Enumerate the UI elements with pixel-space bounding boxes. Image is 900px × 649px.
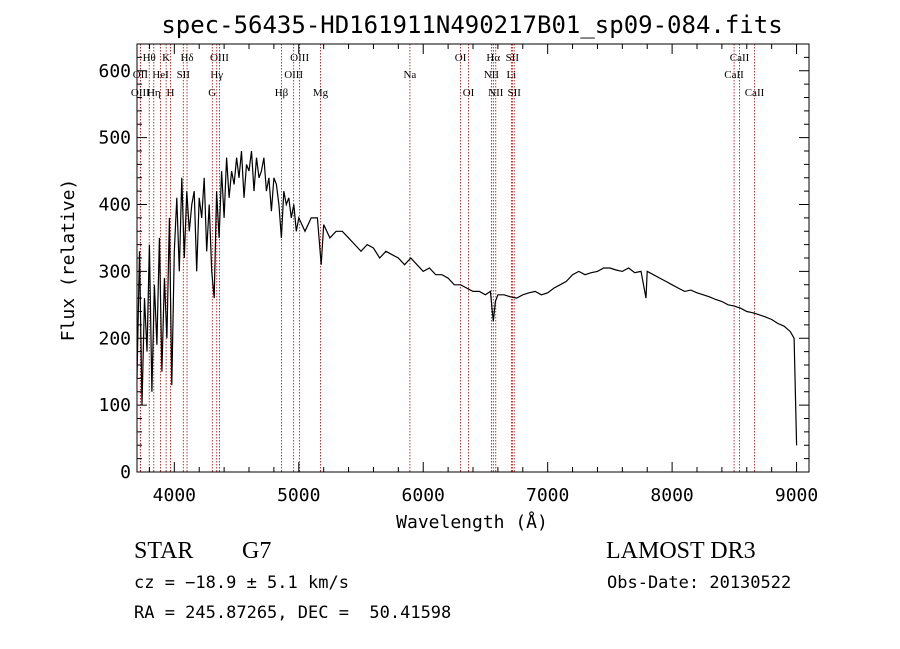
x-tick-label: 9000 xyxy=(775,485,818,506)
marker-label: Na xyxy=(403,69,416,81)
class-label: STAR xyxy=(134,538,194,564)
x-tick-label: 5000 xyxy=(277,485,320,506)
marker-label: CaII xyxy=(724,69,744,81)
marker-label: OIII xyxy=(290,52,309,64)
x-tick-label: 4000 xyxy=(153,485,196,506)
marker-label: Hη xyxy=(147,87,161,99)
marker-label: CaII xyxy=(745,87,765,99)
y-tick-label: 100 xyxy=(98,395,131,416)
chart-title: spec-56435-HD161911N490217B01_sp09-084.f… xyxy=(161,11,782,39)
marker-label: OI xyxy=(455,52,467,64)
y-tick-label: 200 xyxy=(98,328,131,349)
y-axis-label: Flux (relative) xyxy=(58,179,79,342)
marker-label: K xyxy=(162,52,170,64)
marker-label: OI xyxy=(463,87,475,99)
x-tick-label: 7000 xyxy=(526,485,569,506)
plot-frame xyxy=(136,43,810,473)
x-tick-label: 8000 xyxy=(650,485,693,506)
series-group xyxy=(136,150,798,446)
marker-label: OIII xyxy=(284,69,303,81)
y-tick-label: 400 xyxy=(98,195,131,216)
spectrum-line xyxy=(136,150,798,446)
x-axis-label: Wavelength (Å) xyxy=(396,511,548,533)
marker-label: G xyxy=(208,87,216,99)
y-tick-label: 0 xyxy=(120,462,131,483)
marker-label: OIII xyxy=(210,52,229,64)
marker-label: CaII xyxy=(730,52,750,64)
y-tick-label: 500 xyxy=(98,128,131,149)
marker-label: NII xyxy=(488,87,504,99)
survey-label: LAMOST DR3 xyxy=(606,538,756,564)
coordinates-readout: RA = 245.87265, DEC = 50.41598 xyxy=(134,603,452,623)
marker-label: Li xyxy=(506,69,516,81)
marker-label: Hθ xyxy=(143,52,156,64)
marker-label: SII xyxy=(177,69,191,81)
marker-label: NII xyxy=(484,69,500,81)
spectrum-plot: spec-56435-HD161911N490217B01_sp09-084.f… xyxy=(58,11,818,533)
marker-label: Hα xyxy=(486,52,500,64)
subclass-label: G7 xyxy=(242,538,272,564)
marker-label: SII xyxy=(506,52,520,64)
marker-label: SII xyxy=(507,87,521,99)
y-tick-label: 300 xyxy=(98,261,131,282)
marker-label: Hβ xyxy=(275,87,289,99)
y-tick-label: 600 xyxy=(98,61,131,82)
axis-ticks: 4000 5000 6000 7000 8000 9000 0 100 200 300 400 500… xyxy=(98,43,818,506)
x-tick-label: 6000 xyxy=(402,485,445,506)
marker-label: Hγ xyxy=(210,69,223,81)
redshift-readout: cz = −18.9 ± 5.1 km/s xyxy=(134,573,349,593)
marker-label: OIII xyxy=(131,87,150,99)
obs-date: Obs-Date: 20130522 xyxy=(607,573,792,593)
marker-label: Hδ xyxy=(180,52,193,64)
marker-label: Mg xyxy=(313,87,329,99)
marker-label: H xyxy=(166,87,174,99)
marker-label: HeI xyxy=(152,69,169,81)
